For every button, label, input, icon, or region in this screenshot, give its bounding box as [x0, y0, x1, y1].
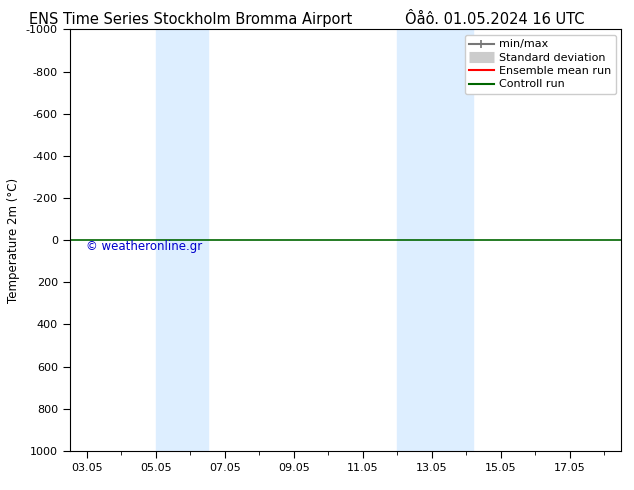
Text: © weatheronline.gr: © weatheronline.gr [86, 240, 202, 253]
Text: ENS Time Series Stockholm Bromma Airport: ENS Time Series Stockholm Bromma Airport [29, 12, 352, 27]
Text: Ôåô. 01.05.2024 16 UTC: Ôåô. 01.05.2024 16 UTC [404, 12, 585, 27]
Legend: min/max, Standard deviation, Ensemble mean run, Controll run: min/max, Standard deviation, Ensemble me… [465, 35, 616, 94]
Y-axis label: Temperature 2m (°C): Temperature 2m (°C) [8, 177, 20, 303]
Bar [156, 29, 207, 451]
Bar [398, 29, 473, 451]
